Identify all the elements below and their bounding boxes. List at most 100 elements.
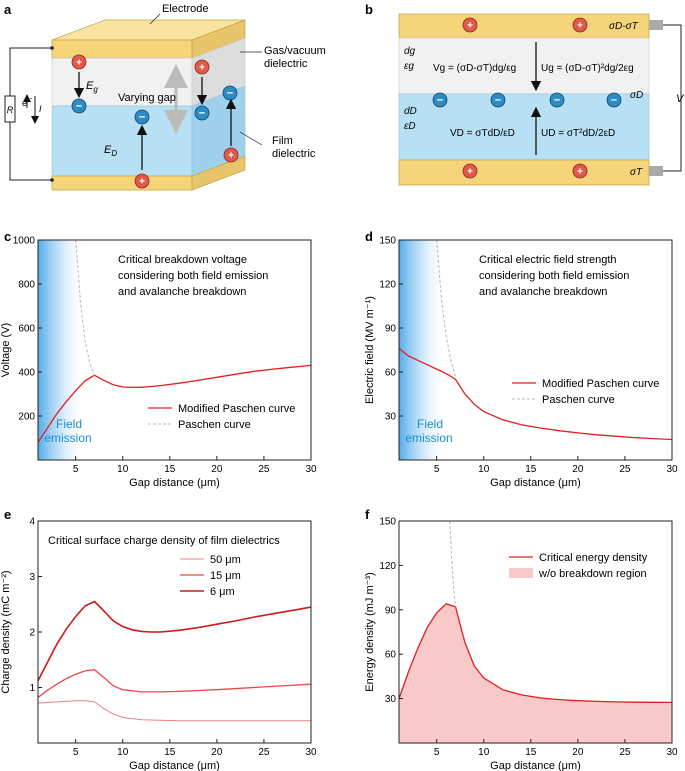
svg-text:−: − xyxy=(227,88,233,100)
panel-label-e: e xyxy=(4,507,11,522)
chart-panel-e: e 5 10 15 20 25 30 1 2 3 4 Gap distance (μm) Charge… xyxy=(0,507,317,771)
external-wire xyxy=(663,24,682,172)
x-tick-label: 15 xyxy=(164,464,176,475)
series-line-paschen-curve xyxy=(436,240,456,377)
sigma-bottom-label: σT xyxy=(630,167,643,178)
gas-field-label: Eg xyxy=(86,80,98,94)
x-tick-label: 30 xyxy=(305,464,317,475)
svg-text:+: + xyxy=(467,21,473,32)
y-axis-label: Energy density (mJ m⁻³) xyxy=(364,572,376,692)
field-emission-label: Field xyxy=(417,417,443,431)
x-axis-label: Gap distance (μm) xyxy=(490,760,581,771)
x-tick-label: 20 xyxy=(211,464,223,475)
top-electrode xyxy=(398,13,650,39)
x-tick-label: 20 xyxy=(211,747,223,758)
y-tick-label: 1 xyxy=(29,683,35,694)
positive-charge: + xyxy=(71,54,87,70)
x-tick-label: 10 xyxy=(478,464,490,475)
field-emission-region xyxy=(399,240,447,460)
series-line-paschen-curve xyxy=(75,240,95,376)
legend-label-0: 50 μm xyxy=(210,554,241,566)
y-tick-label: 4 xyxy=(29,517,35,528)
chart-title-line: and avalanche breakdown xyxy=(479,286,607,298)
field-emission-label: emission xyxy=(405,431,452,445)
panel-b-diagram: b V + + − − − − + + σD-σT σD σT dg εg dD… xyxy=(365,2,685,186)
y-tick-label: 1000 xyxy=(13,236,36,247)
negative-charge: − xyxy=(432,92,448,108)
svg-text:−: − xyxy=(495,95,501,107)
chart-title-line: Critical surface charge density of film … xyxy=(48,535,280,547)
svg-text:+: + xyxy=(467,167,473,178)
chart-title-line: Critical breakdown voltage xyxy=(118,254,247,266)
y-tick-label: 3 xyxy=(29,572,35,583)
series-line-paschen-curve xyxy=(449,521,456,607)
positive-charge: + xyxy=(572,17,588,33)
positive-charge: + xyxy=(223,147,239,163)
axes-frame xyxy=(398,520,673,744)
axes-frame xyxy=(37,520,312,744)
plot-area xyxy=(399,521,672,743)
legend-label-paschen: Paschen curve xyxy=(542,394,615,406)
film-dielectric-label-2: dielectric xyxy=(272,148,316,160)
positive-charge: + xyxy=(134,173,150,189)
negative-charge: − xyxy=(134,109,150,125)
film-layer-front xyxy=(51,105,193,177)
negative-charge: − xyxy=(606,92,622,108)
bottom-electrode xyxy=(398,159,650,186)
y-tick-label: 200 xyxy=(18,412,35,423)
x-tick-label: 30 xyxy=(666,747,678,758)
y-axis-label: Charge density (mC m⁻²) xyxy=(0,570,12,693)
chart-panel-d: d 5 10 15 20 25 30 30 60 90 120 150 Gap distance (μ… xyxy=(364,229,678,489)
x-tick-label: 30 xyxy=(666,464,678,475)
svg-text:+: + xyxy=(199,63,205,74)
film-field-label: ED xyxy=(104,144,117,158)
x-axis-label: Gap distance (μm) xyxy=(490,477,581,489)
y-tick-label: 120 xyxy=(379,280,396,291)
electrode-label: Electrode xyxy=(162,3,208,15)
gas-permittivity-label: εg xyxy=(404,61,414,72)
x-tick-label: 10 xyxy=(117,464,129,475)
negative-charge: − xyxy=(71,98,87,114)
x-axis-label: Gap distance (μm) xyxy=(129,760,220,771)
x-tick-label: 5 xyxy=(434,464,440,475)
x-tick-label: 10 xyxy=(478,747,490,758)
x-tick-label: 25 xyxy=(258,747,270,758)
axes-frame xyxy=(398,239,673,461)
svg-text:−: − xyxy=(437,95,443,107)
panel-label-f: f xyxy=(365,507,370,522)
field-emission-region xyxy=(38,240,86,460)
plot-area xyxy=(38,240,311,460)
y-axis-label: Voltage (V) xyxy=(0,323,12,377)
y-axis-label: Electric field (MV m⁻¹) xyxy=(364,296,376,404)
gas-energy-equation: Ug = (σD-σT)²dg/2εg xyxy=(541,63,634,74)
sigma-top-label: σD-σT xyxy=(609,21,639,32)
svg-text:+: + xyxy=(577,167,583,178)
negative-charge: − xyxy=(490,92,506,108)
electron-label: e xyxy=(22,98,27,108)
resistor-symbol xyxy=(4,95,16,123)
x-tick-label: 5 xyxy=(434,747,440,758)
y-tick-label: 120 xyxy=(379,561,396,572)
y-tick-label: 800 xyxy=(18,280,35,291)
chart-title-line: considering both field emission xyxy=(118,270,268,282)
circuit-node xyxy=(50,178,54,182)
terminal xyxy=(649,20,663,30)
panel-a-diagram: a R e - I + + − − − − + + xyxy=(4,2,326,191)
x-tick-label: 15 xyxy=(164,747,176,758)
y-tick-label: 60 xyxy=(385,368,397,379)
svg-text:+: + xyxy=(76,58,82,69)
leader-line xyxy=(149,13,161,25)
svg-text:+: + xyxy=(577,21,583,32)
current-label: I xyxy=(39,104,42,114)
positive-charge: + xyxy=(194,59,210,75)
bottom-electrode-front xyxy=(51,175,193,191)
series-line-50-m xyxy=(38,700,311,722)
chart-panel-f: f 5 10 15 20 25 30 30 60 90 120 150 Gap distance (μ… xyxy=(364,507,678,771)
x-tick-label: 25 xyxy=(258,464,270,475)
legend-label-1: 15 μm xyxy=(210,570,241,582)
chart-title-line: considering both field emission xyxy=(479,270,629,282)
film-dielectric-label-1: Film xyxy=(272,135,293,147)
film-energy-equation: UD = σT²dD/2εD xyxy=(541,128,615,139)
series-line-critical-energy-density xyxy=(399,603,672,704)
